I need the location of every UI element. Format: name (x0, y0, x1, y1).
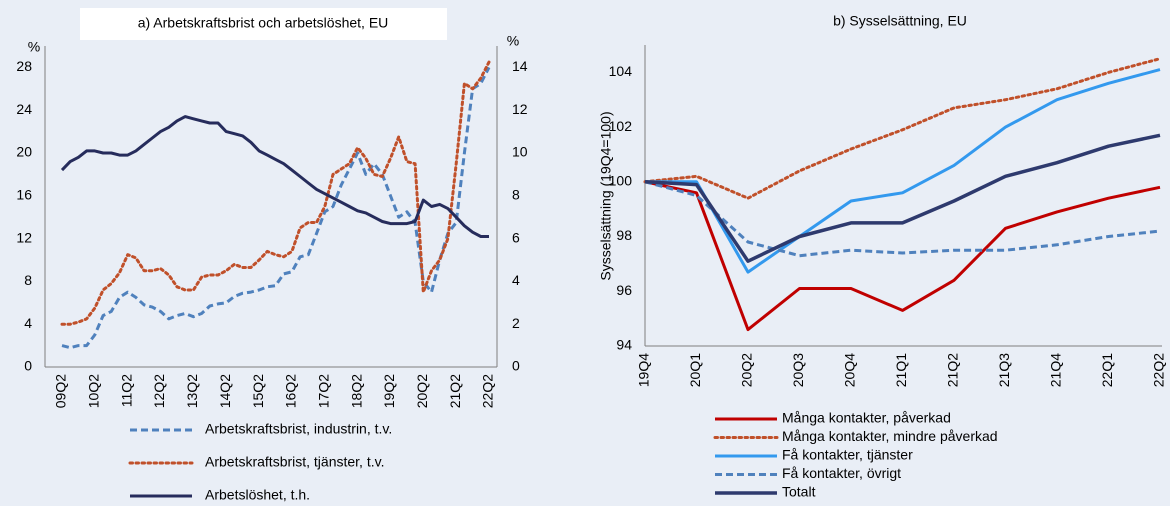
y2-tick-label: 4 (512, 272, 520, 288)
x-tick-label: 21Q3 (996, 353, 1012, 387)
title-box (80, 8, 447, 40)
x-tick-label: 10Q2 (86, 374, 102, 408)
y-tick-label: 102 (609, 118, 633, 134)
y2-tick-label: 8 (512, 187, 520, 203)
x-tick-label: 20Q2 (739, 353, 755, 387)
y-tick-label: 12 (16, 229, 32, 245)
y-tick-label: 98 (616, 227, 632, 243)
legend-label: Totalt (782, 484, 816, 500)
x-tick-label: 20Q3 (790, 353, 806, 387)
series-line (60, 60, 491, 326)
series-line (61, 66, 491, 350)
y-tick-label: 28 (16, 58, 32, 74)
legend-label: Många kontakter, påverkad (782, 410, 951, 426)
legend-label: Få kontakter, tjänster (782, 447, 913, 463)
y-tick-label: 94 (616, 337, 632, 353)
y2-tick-label: 14 (512, 58, 528, 74)
legend-label: Få kontakter, övrigt (782, 465, 901, 481)
y-tick-label: 104 (609, 63, 633, 79)
series-line (643, 57, 1162, 200)
y-tick-label: 100 (609, 173, 633, 189)
x-tick-label: 21Q4 (1048, 353, 1064, 387)
legend-label: Arbetskraftsbrist, tjänster, t.v. (205, 454, 384, 470)
x-tick-label: 18Q2 (348, 374, 364, 408)
y-tick-label: 16 (16, 187, 32, 203)
series-line (644, 180, 1161, 332)
x-tick-label: 16Q2 (283, 374, 299, 408)
y-axis-label: Sysselsättning (19Q4=100) (598, 111, 614, 280)
x-tick-label: 14Q2 (217, 374, 233, 408)
y-tick-label: 8 (24, 272, 32, 288)
x-tick-label: 15Q2 (250, 374, 266, 408)
y2-tick-label: 0 (512, 358, 520, 374)
y2-tick-label: 12 (512, 101, 528, 117)
x-tick-label: 13Q2 (184, 374, 200, 408)
y-tick-label: 96 (616, 282, 632, 298)
x-tick-label: 09Q2 (53, 374, 69, 408)
x-tick-label: 17Q2 (315, 374, 331, 408)
x-tick-label: 20Q1 (687, 353, 703, 387)
x-tick-label: 19Q4 (636, 353, 652, 387)
x-tick-label: 22Q1 (1099, 353, 1115, 387)
x-tick-label: 21Q2 (945, 353, 961, 387)
legend-label: Många kontakter, mindre påverkad (782, 428, 998, 444)
y2-tick-label: 6 (512, 229, 520, 245)
chart-title: a) Arbetskraftsbrist och arbetslöshet, E… (138, 15, 389, 31)
x-tick-label: 21Q1 (893, 353, 909, 387)
y-tick-label: 20 (16, 144, 32, 160)
y-tick-label: 0 (24, 358, 32, 374)
y-tick-label: 4 (24, 315, 32, 331)
x-tick-label: 22Q2 (1151, 353, 1167, 387)
x-tick-label: 20Q4 (842, 353, 858, 387)
x-tick-label: 11Q2 (118, 374, 134, 407)
x-tick-label: 21Q2 (447, 374, 463, 408)
y-tick-label: 24 (16, 101, 32, 117)
x-tick-label: 20Q2 (414, 374, 430, 408)
y2-tick-label: 2 (512, 315, 520, 331)
series-line (644, 133, 1161, 263)
legend-label: Arbetslöshet, t.h. (205, 487, 310, 503)
series-line (644, 180, 1161, 258)
y2-tick-label: 10 (512, 144, 528, 160)
y-axis-unit: % (28, 39, 40, 55)
series-line (645, 68, 1161, 274)
y2-axis-unit: % (507, 33, 519, 49)
x-tick-label: 12Q2 (151, 374, 167, 408)
x-tick-label: 19Q2 (381, 374, 397, 408)
legend-label: Arbetskraftsbrist, industrin, t.v. (205, 421, 392, 437)
series-line (60, 115, 489, 238)
x-tick-label: 22Q2 (480, 374, 496, 408)
chart-title: b) Sysselsättning, EU (833, 13, 967, 29)
